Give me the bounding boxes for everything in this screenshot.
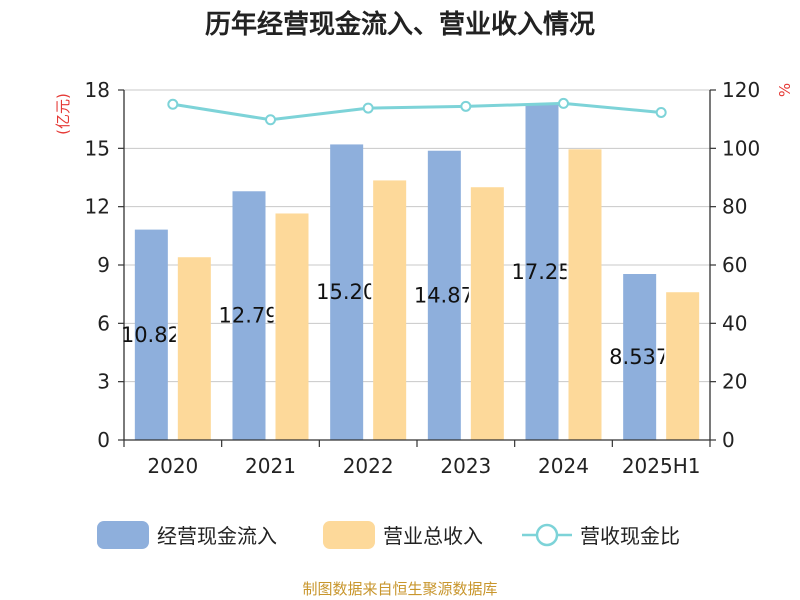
x-tick-label: 2024 <box>538 454 589 478</box>
y-right-tick-label: 80 <box>722 195 747 219</box>
bar-revenue[interactable] <box>470 187 504 440</box>
ratio-point[interactable] <box>655 106 667 118</box>
y-right-tick-label: 100 <box>722 136 760 160</box>
y-axis-left-unit: (亿元) <box>54 93 72 135</box>
ratio-point[interactable] <box>362 102 374 114</box>
ratio-point[interactable] <box>265 114 276 126</box>
legend-item-revenue[interactable]: 营业总收入 <box>323 521 483 549</box>
legend-item-cash-inflow[interactable]: 经营现金流入 <box>97 521 277 549</box>
bar-cash-inflow[interactable] <box>525 104 559 441</box>
chart-title: 历年经营现金流入、营业收入情况 <box>205 9 595 40</box>
data-labels-layer: 10.82 12.792 15.201 14.877 17.259 8.537 <box>121 260 669 369</box>
y-left-tick-label: 3 <box>97 370 110 394</box>
y-right-tick-label: 0 <box>722 428 735 452</box>
legend-item-ratio[interactable]: 营收现金比 <box>522 523 680 548</box>
legend-label-revenue: 营业总收入 <box>383 524 483 548</box>
legend-swatch-revenue <box>323 521 375 549</box>
x-tick-label: 2022 <box>343 454 394 478</box>
source-note: 制图数据来自恒生聚源数据库 <box>302 580 497 598</box>
bar-cash-inflow[interactable] <box>623 274 657 440</box>
bar-revenue[interactable] <box>275 213 309 440</box>
bar-revenue[interactable] <box>666 292 700 440</box>
bars-layer <box>134 104 700 441</box>
data-label: 8.537 <box>609 345 669 369</box>
data-label: 14.877 <box>414 283 487 307</box>
y-left-tick-label: 18 <box>85 78 110 102</box>
data-label: 12.792 <box>219 304 292 328</box>
y-right-tick-label: 20 <box>722 370 747 394</box>
bar-cash-inflow[interactable] <box>330 144 364 441</box>
data-label: 10.82 <box>121 323 181 347</box>
bar-cash-inflow[interactable] <box>134 229 168 440</box>
ratio-point[interactable] <box>558 97 569 109</box>
ticks-layer: 0 3 6 9 12 15 18 0 20 40 60 80 100 120 2020 2021 2022 202… <box>85 78 761 478</box>
ratio-line <box>172 101 662 122</box>
ratio-point[interactable] <box>167 98 179 110</box>
ratio-point[interactable] <box>460 100 472 112</box>
y-left-tick-label: 12 <box>85 195 110 219</box>
x-tick-label: 2021 <box>245 454 296 478</box>
y-left-tick-label: 6 <box>97 311 110 335</box>
y-left-tick-label: 15 <box>85 136 110 160</box>
bar-revenue[interactable] <box>373 180 407 440</box>
ratio-line-layer <box>167 97 667 126</box>
y-left-tick-label: 9 <box>97 253 110 277</box>
y-right-tick-label: 120 <box>722 78 760 102</box>
legend-swatch-cash-inflow <box>97 521 149 549</box>
data-label: 15.201 <box>316 280 389 304</box>
x-tick-label: 2020 <box>147 454 198 478</box>
legend-label-cash-inflow: 经营现金流入 <box>157 524 277 548</box>
y-right-tick-label: 40 <box>722 311 747 335</box>
bar-cash-inflow[interactable] <box>427 150 461 440</box>
x-tick-label: 2025H1 <box>622 454 701 478</box>
legend: 经营现金流入 营业总收入 营收现金比 <box>97 521 680 549</box>
bar-revenue[interactable] <box>177 257 211 440</box>
y-left-tick-label: 0 <box>97 428 110 452</box>
legend-label-ratio: 营收现金比 <box>580 524 680 548</box>
legend-marker-ratio <box>535 523 559 547</box>
bar-cash-inflow[interactable] <box>232 191 266 440</box>
y-axis-right-unit: % <box>776 83 794 97</box>
data-label: 17.259 <box>512 260 585 284</box>
x-tick-label: 2023 <box>440 454 491 478</box>
y-right-tick-label: 60 <box>722 253 747 277</box>
bar-revenue[interactable] <box>568 149 602 441</box>
grid-layer <box>124 89 710 383</box>
